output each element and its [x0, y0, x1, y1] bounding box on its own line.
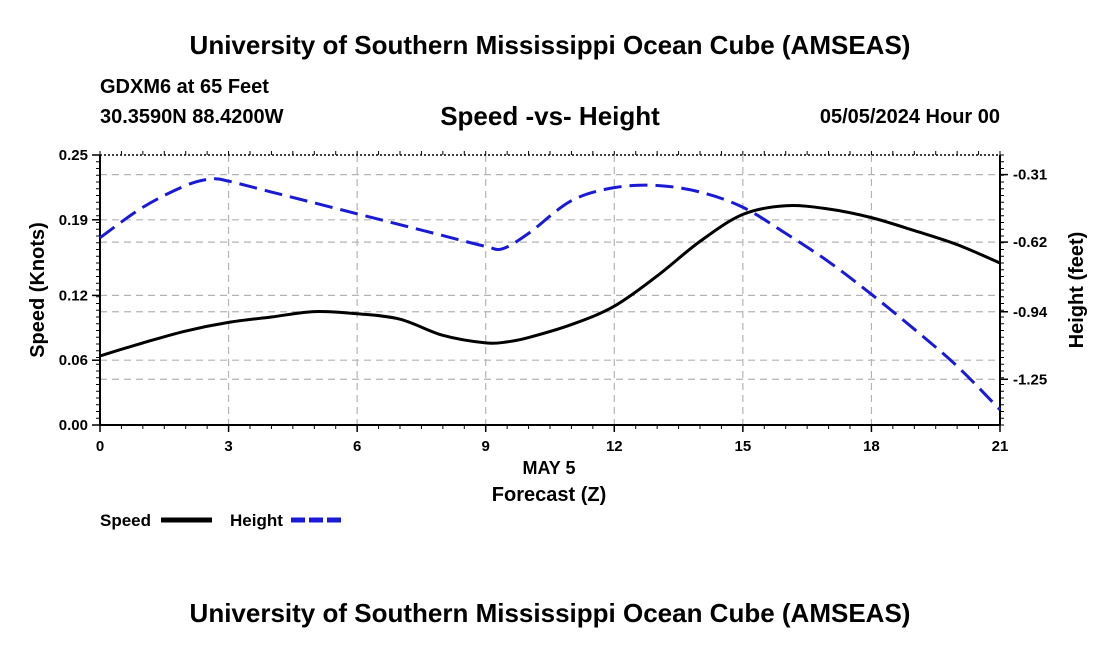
y-right-tick-label: -1.25	[1013, 371, 1047, 388]
grid-lines	[100, 155, 1000, 425]
y-left-tick-label: 0.06	[59, 352, 88, 369]
left-y-axis-title: Speed (Knots)	[27, 222, 49, 358]
y-left-tick-label: 0.19	[59, 212, 88, 229]
x-tick-label: 9	[482, 438, 490, 455]
x-tick-label: 0	[96, 438, 104, 455]
legend-label-height: Height	[230, 511, 283, 530]
legend-label-speed: Speed	[100, 511, 151, 530]
y-right-tick-label: -0.62	[1013, 234, 1047, 251]
series-height-line	[99, 177, 1002, 411]
right-y-axis-title: Height (feet)	[1066, 232, 1088, 349]
forecast-datetime: 05/05/2024 Hour 00	[819, 106, 1000, 128]
x-tick-label: 12	[606, 438, 623, 455]
y-left-tick-label: 0.00	[59, 417, 88, 434]
axis-ticks: 0 3 6 9 12 15 18 21 0.00 0.06 0.12 0.19 0.25 -0.31 -0.…	[59, 147, 1048, 455]
main-title: University of Southern Mississippi Ocean…	[189, 30, 911, 60]
chart-subtitle: Speed -vs- Height	[440, 101, 660, 131]
y-left-tick-label: 0.12	[59, 287, 88, 304]
y-left-tick-label: 0.25	[59, 147, 88, 164]
y-right-tick-label: -0.31	[1013, 167, 1047, 184]
x-axis-date-label: MAY 5	[522, 458, 575, 478]
x-tick-label: 15	[735, 438, 752, 455]
series-speed-line	[99, 204, 1001, 358]
station-label: GDXM6 at 65 Feet	[100, 76, 269, 98]
x-tick-label: 3	[224, 438, 232, 455]
series-lines	[99, 177, 1002, 411]
x-tick-label: 6	[353, 438, 361, 455]
x-tick-label: 21	[992, 438, 1009, 455]
x-tick-label: 18	[863, 438, 880, 455]
x-axis-title: Forecast (Z)	[492, 484, 606, 506]
coordinates-label: 30.3590N 88.4200W	[100, 106, 284, 128]
legend: Speed Height	[100, 511, 343, 530]
y-right-tick-label: -0.94	[1013, 304, 1048, 321]
footer-title: University of Southern Mississippi Ocean…	[189, 598, 911, 628]
